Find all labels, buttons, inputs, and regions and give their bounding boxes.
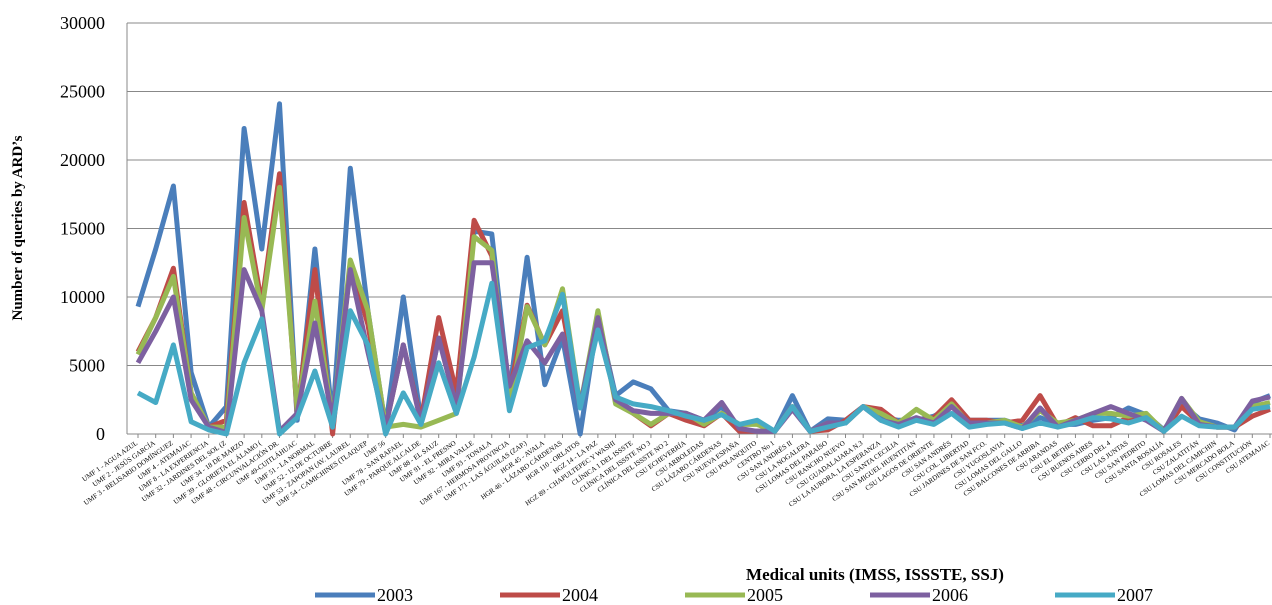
y-tick-label: 20000 bbox=[60, 150, 105, 170]
legend-label: 2006 bbox=[932, 585, 968, 605]
x-axis-title: Medical units (IMSS, ISSSTE, SSJ) bbox=[746, 565, 1004, 584]
legend-label: 2005 bbox=[747, 585, 783, 605]
y-tick-label: 0 bbox=[96, 424, 105, 444]
y-tick-label: 15000 bbox=[60, 219, 105, 239]
series-line bbox=[135, 260, 1271, 436]
legend-label: 2004 bbox=[562, 585, 598, 605]
series-line bbox=[136, 280, 1271, 437]
legend-label: 2007 bbox=[1117, 585, 1153, 605]
y-tick-label: 10000 bbox=[60, 287, 105, 307]
y-tick-label: 5000 bbox=[69, 356, 105, 376]
y-axis-title: Number of queries by ARD’s bbox=[10, 135, 26, 320]
y-tick-label: 25000 bbox=[60, 82, 105, 102]
y-tick-label: 30000 bbox=[60, 13, 105, 33]
legend-label: 2003 bbox=[377, 585, 413, 605]
